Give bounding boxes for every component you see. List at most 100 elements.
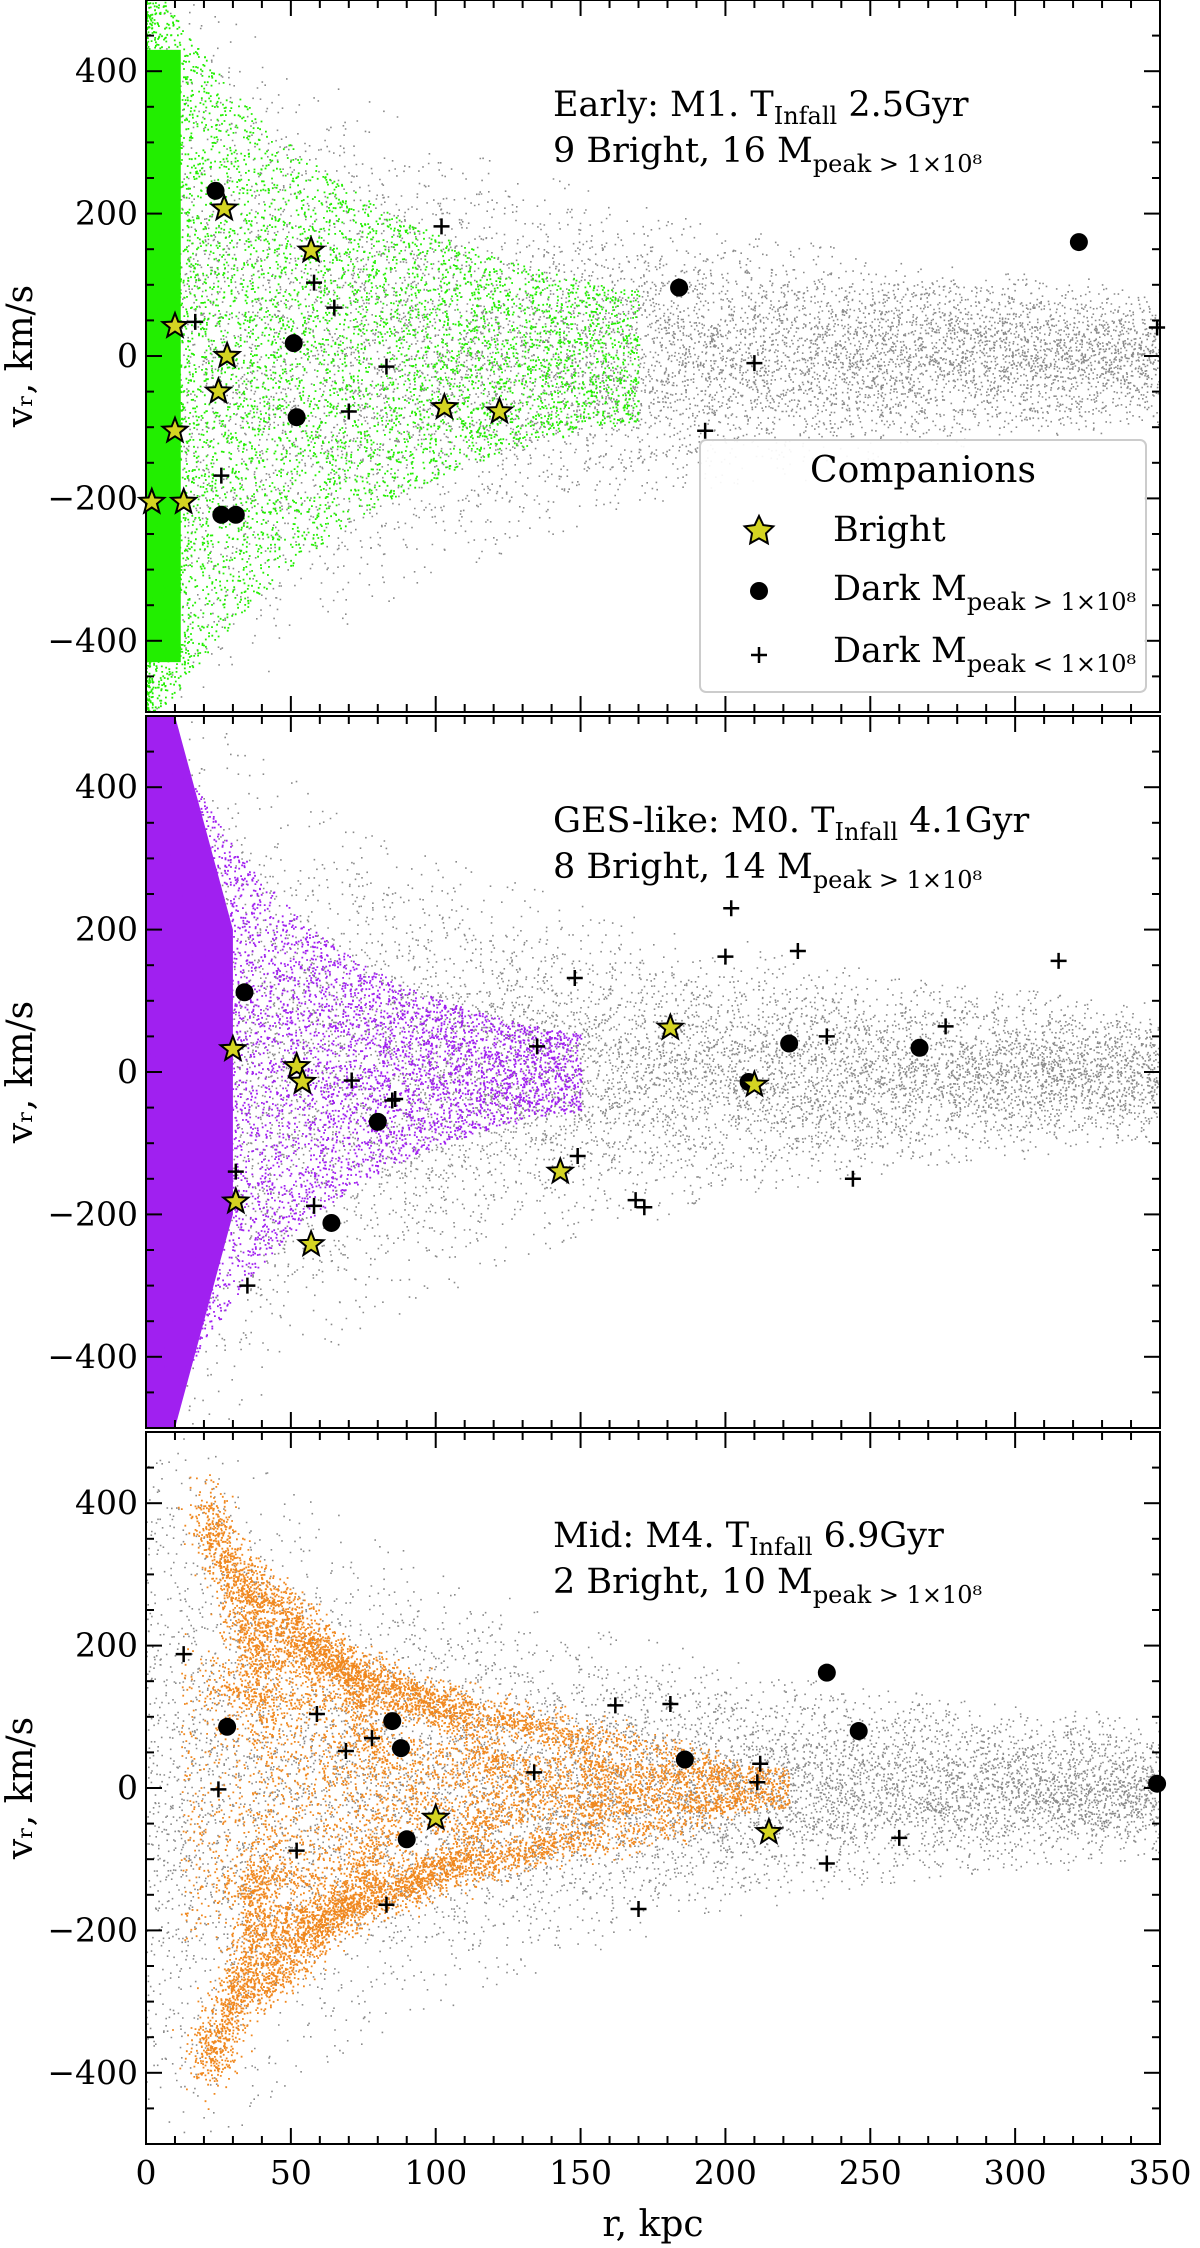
legend-bright-marker xyxy=(742,513,776,546)
dark-small-point xyxy=(627,1192,644,1209)
dark-small-point xyxy=(818,1028,835,1045)
bright-point xyxy=(287,1066,318,1095)
y-tick-label: 200 xyxy=(75,194,138,233)
bright-point xyxy=(655,1012,686,1041)
dark-small-point xyxy=(306,1197,323,1214)
legend-dark-small-label: Dark Mpeak < 1×10⁸ xyxy=(833,631,1136,678)
dark-small-point xyxy=(607,1697,624,1714)
dark-massive-point xyxy=(670,278,689,297)
dark-small-point xyxy=(378,1896,395,1913)
dark-small-point xyxy=(326,299,343,316)
dark-small-point xyxy=(175,1646,192,1663)
legend-bright-label: Bright xyxy=(833,510,946,550)
dark-massive-point xyxy=(1148,1774,1167,1793)
dark-small-point xyxy=(378,358,395,375)
x-tick-label: 0 xyxy=(136,2153,157,2192)
dark-small-point xyxy=(752,1755,769,1772)
dark-small-point xyxy=(789,942,806,959)
legend-dark-massive-label: Dark Mpeak > 1×10⁸ xyxy=(833,569,1136,616)
dark-small-point xyxy=(818,1855,835,1872)
x-tick-label: 200 xyxy=(694,2153,757,2192)
dark-small-point xyxy=(363,1730,380,1747)
dark-small-point xyxy=(308,1705,325,1722)
bright-point xyxy=(159,310,190,339)
dark-small-point xyxy=(636,1199,653,1216)
bright-point xyxy=(296,234,327,264)
dark-small-point xyxy=(723,900,740,917)
dark-massive-point xyxy=(1069,233,1088,252)
dark-massive-point xyxy=(284,334,303,353)
bright-point xyxy=(545,1155,576,1185)
y-tick-label: 200 xyxy=(75,910,138,949)
panel-early: −400 −200 0 200 400 Early: M1. TInfall 2.5Gy… xyxy=(0,0,1166,713)
satellite-particles xyxy=(146,0,641,712)
dark-small-point xyxy=(630,1901,647,1918)
dark-small-point xyxy=(697,422,714,439)
bright-point xyxy=(484,395,515,425)
x-tick-label: 150 xyxy=(549,2153,612,2192)
bright-point xyxy=(420,1802,451,1831)
panel-early-ylabel: vᵣ, km/s xyxy=(0,285,41,428)
x-tick-label: 50 xyxy=(270,2153,312,2192)
x-tick-label: 350 xyxy=(1129,2153,1192,2192)
y-tick-label: −400 xyxy=(47,1337,138,1376)
satellite-core xyxy=(146,716,233,1428)
y-tick-label: 0 xyxy=(117,336,138,375)
dark-small-point xyxy=(433,218,450,235)
panel-ges-like-ylabel: vᵣ, km/s xyxy=(0,1001,41,1144)
dark-small-point xyxy=(288,1842,305,1859)
dark-small-point xyxy=(337,1742,354,1759)
dark-small-point xyxy=(529,1038,546,1055)
host-halo-particles xyxy=(146,1438,1160,2134)
y-tick-label: −200 xyxy=(47,1194,138,1233)
y-tick-label: 400 xyxy=(75,51,138,90)
dark-small-point xyxy=(526,1764,543,1781)
dark-massive-point xyxy=(235,983,254,1002)
bright-point xyxy=(296,1228,327,1258)
dark-small-point xyxy=(569,1148,586,1165)
legend-dark-small-marker xyxy=(751,647,767,663)
dark-massive-point xyxy=(383,1712,402,1731)
panel-ges-like-ticks: −400 −200 0 200 400 xyxy=(47,715,1161,1429)
panel-mid-ticks: −400 −200 0 200 400 xyxy=(47,1431,1161,2145)
legend: Companions Bright Dark Mpeak > 1×10⁸ Dar… xyxy=(699,439,1147,693)
dark-small-point xyxy=(213,467,230,484)
bright-point xyxy=(281,1050,312,1080)
dark-small-point xyxy=(239,1277,256,1294)
dark-small-point xyxy=(340,403,357,420)
dark-small-point xyxy=(937,1018,954,1035)
panel-mid-particles xyxy=(146,1438,1160,2134)
panel-mid-ylabel: vᵣ, km/s xyxy=(0,1717,41,1860)
y-tick-label: 0 xyxy=(117,1768,138,1807)
bright-point xyxy=(217,1033,249,1062)
x-axis-label: r, kpc xyxy=(602,2204,703,2245)
bright-point xyxy=(212,340,243,369)
dark-small-point xyxy=(384,1092,401,1109)
dark-massive-point xyxy=(391,1739,410,1758)
y-tick-label: 400 xyxy=(75,767,138,806)
host-halo-particles xyxy=(146,4,1160,712)
dark-massive-point xyxy=(212,505,231,524)
dark-massive-point xyxy=(780,1034,799,1053)
dark-massive-point xyxy=(675,1750,694,1769)
bright-point xyxy=(136,486,167,515)
panel-ges-like-particles xyxy=(146,716,1160,1428)
dark-small-point xyxy=(749,1774,766,1791)
dark-massive-point xyxy=(817,1663,836,1682)
bright-point xyxy=(753,1816,784,1846)
legend-box xyxy=(699,439,1147,693)
bright-point xyxy=(220,1185,251,1215)
dark-small-point xyxy=(1050,952,1067,969)
bright-point xyxy=(209,192,240,222)
bright-point xyxy=(739,1068,770,1098)
dark-massive-point xyxy=(849,1722,868,1741)
dark-small-point xyxy=(306,274,323,291)
panel-ges-like-markers xyxy=(217,900,1067,1294)
x-tick-label: 300 xyxy=(984,2153,1047,2192)
bright-point xyxy=(203,375,234,405)
dark-massive-point xyxy=(218,1717,237,1736)
panel-mid-markers xyxy=(175,1646,1167,1918)
y-tick-label: 400 xyxy=(75,1483,138,1522)
